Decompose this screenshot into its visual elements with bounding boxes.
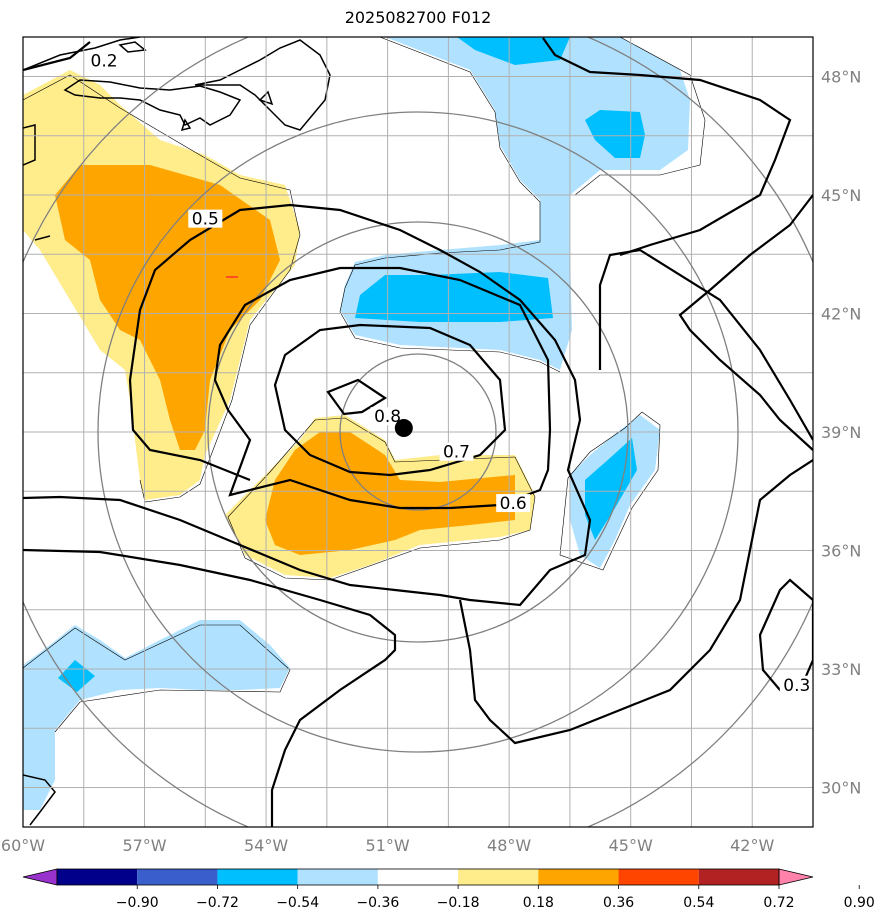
contour-label: 0.2 bbox=[91, 52, 118, 72]
range-rings bbox=[23, 37, 813, 827]
colorbar-segment bbox=[377, 869, 459, 885]
lat-tick-label: 48°N bbox=[821, 68, 861, 87]
contour-label-background bbox=[496, 494, 531, 513]
colorbar-label: −0.90 bbox=[116, 895, 159, 911]
lon-tick-label: 42°W bbox=[730, 836, 774, 855]
lat-tick-label: 36°N bbox=[821, 542, 861, 561]
shading-outlines bbox=[23, 37, 706, 733]
colorbar-extend-low bbox=[22, 868, 58, 886]
contour-label-background bbox=[779, 675, 814, 694]
colorbar-label: 0.18 bbox=[523, 895, 554, 911]
coastline bbox=[23, 37, 331, 826]
longitude-tick-labels: 60°W 57°W 54°W 51°W 48°W 45°W 42°W bbox=[1, 836, 775, 855]
negative-anomaly-medium bbox=[585, 438, 637, 540]
latitude-tick-labels: 48°N 45°N 42°N 39°N 36°N 33°N 30°N bbox=[821, 68, 861, 798]
lon-tick-label: 54°W bbox=[244, 836, 288, 855]
colorbar-segment bbox=[297, 869, 378, 885]
colorbar-extend-high bbox=[778, 868, 814, 886]
colorbar-label: −0.36 bbox=[356, 895, 399, 911]
colorbar-segment bbox=[458, 869, 539, 885]
contour-label: 0.8 bbox=[374, 407, 401, 427]
contour-label: 0.3 bbox=[783, 676, 810, 696]
pressure-contours bbox=[23, 37, 813, 827]
anomaly-shading bbox=[23, 37, 690, 810]
colorbar-segment bbox=[698, 869, 779, 885]
lon-tick-label: 48°W bbox=[487, 836, 531, 855]
negative-anomaly-medium bbox=[585, 110, 645, 158]
contour-label-background bbox=[370, 407, 405, 426]
colorbar-label: −0.72 bbox=[196, 895, 239, 911]
contour-label-background bbox=[87, 51, 122, 70]
lat-lon-grid bbox=[23, 37, 813, 827]
lon-tick-label: 51°W bbox=[366, 836, 410, 855]
negative-anomaly-medium bbox=[58, 660, 95, 692]
colorbar-label: 0.36 bbox=[603, 895, 634, 911]
positive-anomaly-medium bbox=[55, 165, 280, 450]
colorbar-segment bbox=[538, 869, 619, 885]
colorbar-segment bbox=[217, 869, 298, 885]
map-frame bbox=[22, 36, 814, 828]
colorbar-label: −0.18 bbox=[437, 895, 480, 911]
contour-label: 0.7 bbox=[443, 443, 470, 463]
lat-tick-label: 39°N bbox=[821, 423, 861, 442]
lat-tick-label: 33°N bbox=[821, 660, 861, 679]
colorbar-segment bbox=[618, 869, 699, 885]
colorbar-label: 0.54 bbox=[683, 895, 714, 911]
negative-anomaly-medium bbox=[355, 272, 553, 322]
colorbar-segment bbox=[137, 869, 218, 885]
lat-tick-label: 42°N bbox=[821, 305, 861, 324]
lon-tick-label: 57°W bbox=[122, 836, 166, 855]
map-title: 2025082700 F012 bbox=[344, 8, 492, 27]
negative-anomaly-medium bbox=[457, 37, 570, 65]
storm-center-marker bbox=[394, 419, 413, 438]
lon-tick-label: 60°W bbox=[1, 836, 45, 855]
colorbar-label: 0.72 bbox=[763, 895, 794, 911]
contour-label: 0.5 bbox=[192, 210, 219, 230]
lon-tick-label: 45°W bbox=[609, 836, 653, 855]
contour-label: 0.6 bbox=[500, 494, 527, 514]
contour-label-background bbox=[188, 209, 223, 228]
colorbar-segment bbox=[57, 869, 138, 885]
map-area bbox=[23, 37, 813, 827]
colorbar: −0.90 −0.72 −0.54 −0.36 −0.18 0.18 0.36 0.54 0.7… bbox=[22, 868, 875, 911]
colorbar-frame bbox=[56, 868, 780, 886]
contour-labels: 0.2 0.5 0.8 0.7 0.6 0.3 bbox=[87, 51, 814, 696]
lat-tick-label: 30°N bbox=[821, 779, 861, 798]
colorbar-label: −0.54 bbox=[276, 895, 319, 911]
contour-label-background bbox=[439, 442, 474, 461]
negative-anomaly-light bbox=[23, 620, 290, 810]
colorbar-label: 0.90 bbox=[844, 895, 875, 911]
lat-tick-label: 45°N bbox=[821, 186, 861, 205]
